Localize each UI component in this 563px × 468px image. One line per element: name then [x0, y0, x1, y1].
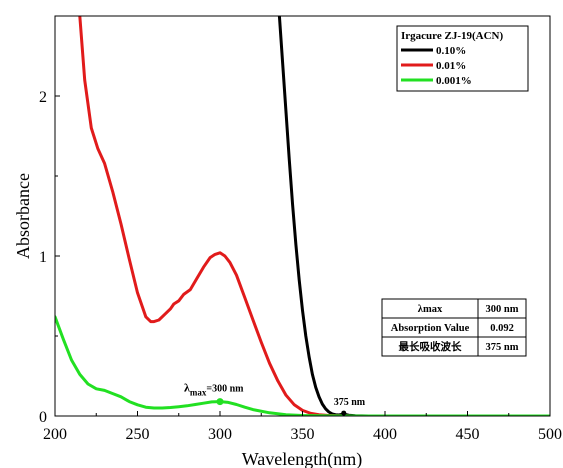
x-tick-label: 250	[126, 426, 150, 443]
legend: Irgacure ZJ-19(ACN) 0.10% 0.01% 0.001%	[396, 25, 529, 92]
absorption-edge-annotation: 375 nm	[334, 397, 366, 408]
y-tick-label: 1	[39, 249, 47, 266]
edge-marker	[341, 410, 347, 416]
axis-ticks: 200 250 300 350 400 450 500 0 1 2	[39, 89, 562, 443]
info-table-frame	[381, 298, 527, 357]
legend-items: 0.10% 0.01% 0.001%	[401, 45, 472, 87]
y-axis-label: Absorbance	[13, 173, 33, 259]
series-line-0	[277, 16, 550, 416]
info-table-cell: λmax	[418, 304, 443, 315]
info-table-cell: 最长吸收波长	[399, 340, 462, 353]
x-tick-label: 300	[208, 426, 232, 443]
series-lines	[55, 16, 550, 416]
x-tick-label: 400	[373, 426, 397, 443]
legend-label: 0.01%	[436, 60, 466, 72]
x-tick-label: 350	[291, 426, 315, 443]
y-tick-label: 2	[39, 89, 47, 106]
series-line-2	[55, 315, 550, 416]
info-table-cell: 375 nm	[486, 342, 519, 353]
info-table-cell: Absorption Value	[391, 323, 470, 334]
x-tick-label: 500	[538, 426, 562, 443]
annotations: λmax=300 nm 375 nm	[184, 381, 366, 416]
info-table: λmax 300 nm Absorption Value 0.092 最长吸收波…	[381, 298, 527, 357]
info-table-cell: 300 nm	[486, 304, 519, 315]
legend-label: 0.10%	[436, 45, 466, 57]
legend-label: 0.001%	[436, 75, 472, 87]
info-table-cell: 0.092	[490, 323, 514, 334]
series-line-1	[78, 16, 550, 416]
y-tick-label: 0	[39, 409, 47, 426]
lambda-max-annotation: λmax=300 nm	[184, 381, 244, 398]
x-axis-label: Wavelength(nm)	[242, 449, 363, 468]
legend-title: Irgacure ZJ-19(ACN)	[401, 30, 503, 42]
x-tick-label: 450	[456, 426, 480, 443]
x-tick-label: 200	[43, 426, 67, 443]
peak-marker	[216, 398, 224, 406]
